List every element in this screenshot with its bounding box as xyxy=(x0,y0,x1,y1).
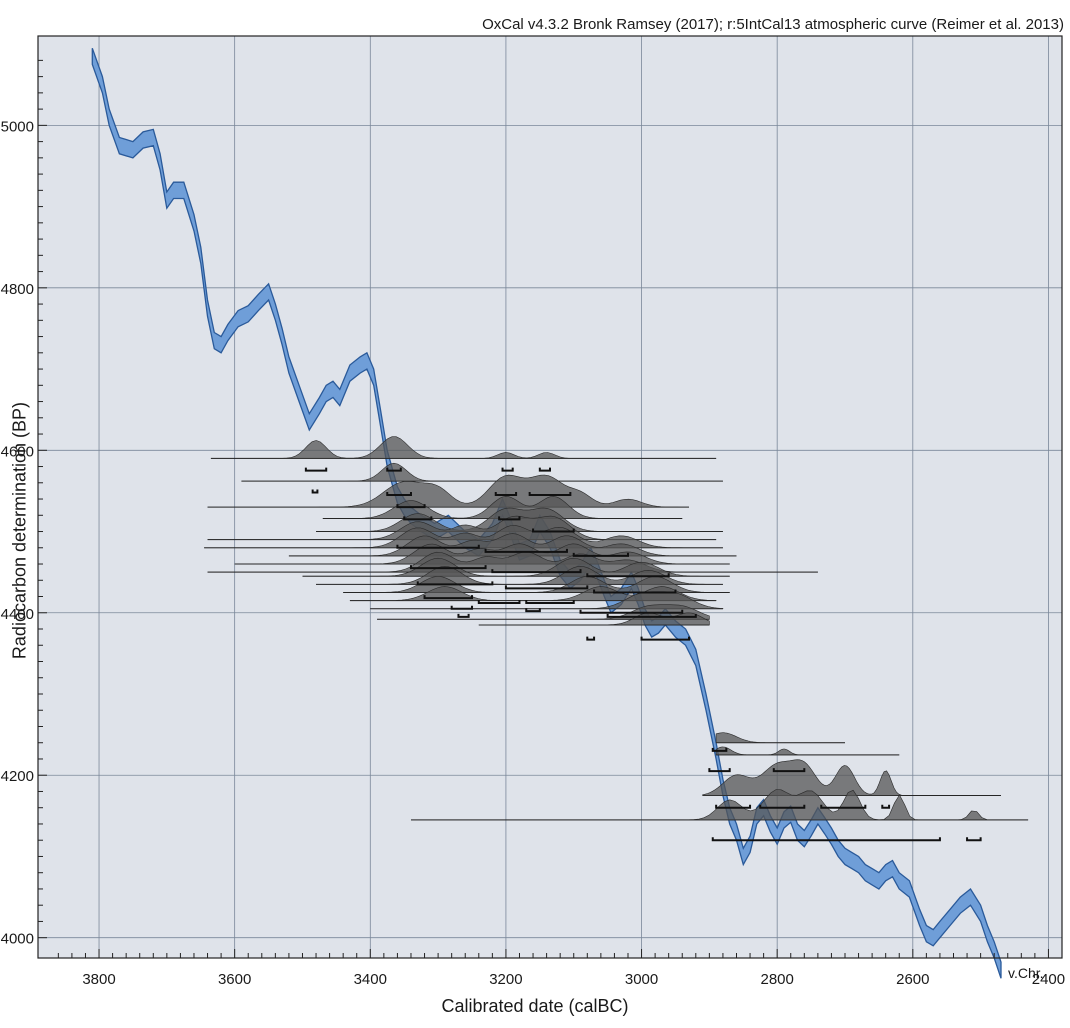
range-bracket xyxy=(491,569,582,574)
range-bracket xyxy=(759,804,806,809)
range-bracket xyxy=(708,768,731,773)
determination xyxy=(410,789,1029,821)
determination-distribution xyxy=(207,551,818,573)
range-bracket xyxy=(538,467,551,472)
range-bracket xyxy=(525,600,575,605)
y-tick-label: 4600 xyxy=(1,443,34,460)
range-bracket xyxy=(593,589,677,594)
probability-ranges xyxy=(304,467,982,842)
y-tick-label: 4400 xyxy=(1,606,34,623)
range-bracket xyxy=(532,528,575,533)
determination-distribution xyxy=(204,525,723,549)
determination xyxy=(715,732,845,744)
range-bracket xyxy=(386,491,412,496)
y-tick-label: 4200 xyxy=(1,768,34,785)
y-axis-label: Radiocarbon determination (BP) xyxy=(9,401,30,660)
determination-distribution xyxy=(411,789,1029,821)
determination-distribution xyxy=(207,474,689,508)
range-bracket xyxy=(711,747,728,752)
range-bracket xyxy=(528,491,572,496)
range-bracket xyxy=(494,491,518,496)
x-tick-label: 3600 xyxy=(218,971,251,988)
determination-distribution xyxy=(377,604,710,620)
y-tick-label: 4000 xyxy=(1,931,34,948)
x-axis-label: Calibrated date (calBC) xyxy=(441,996,629,1016)
determination-distribution xyxy=(715,732,845,743)
grid xyxy=(38,36,1062,958)
range-bracket xyxy=(311,489,319,494)
range-bracket xyxy=(477,600,521,605)
range-bracket xyxy=(881,804,891,809)
determination-distribution xyxy=(715,746,900,756)
determination xyxy=(210,436,717,459)
range-bracket xyxy=(396,504,426,509)
determination-distribution xyxy=(316,565,723,585)
range-bracket xyxy=(450,605,474,610)
range-bracket xyxy=(525,608,541,613)
range-bracket xyxy=(504,585,589,590)
range-bracket xyxy=(966,837,982,842)
determination-distribution xyxy=(349,586,717,601)
range-bracket xyxy=(579,609,684,614)
x-unit-label: v.Chr. xyxy=(1008,965,1044,981)
range-bracket xyxy=(640,636,691,641)
range-bracket xyxy=(820,804,867,809)
range-bracket xyxy=(498,516,521,521)
x-tick-label: 3800 xyxy=(82,971,115,988)
range-bracket xyxy=(409,565,487,570)
range-bracket xyxy=(586,573,670,578)
range-bracket xyxy=(715,804,752,809)
determination-distribution xyxy=(210,436,717,459)
range-bracket xyxy=(423,595,474,600)
range-bracket xyxy=(386,467,402,472)
x-tick-label: 2600 xyxy=(896,971,929,988)
determination-distribution xyxy=(322,496,683,519)
range-bracket xyxy=(606,613,697,618)
range-bracket xyxy=(772,768,806,773)
x-tick-label: 3200 xyxy=(489,971,522,988)
determination-distribution xyxy=(234,543,730,565)
determination-distribution xyxy=(241,462,723,482)
range-bracket xyxy=(711,837,941,842)
range-bracket xyxy=(586,636,596,641)
axes: 4000 4200 4400 4600 4800 5000 3800 3600 3400 3200… xyxy=(1,35,1065,988)
determination xyxy=(241,462,723,482)
x-tick-label: 3000 xyxy=(625,971,658,988)
plot-frame xyxy=(37,35,1063,959)
y-tick-label: 4800 xyxy=(1,281,34,298)
range-bracket xyxy=(304,467,328,472)
oxcal-credit: OxCal v4.3.2 Bronk Ramsey (2017); r:5Int… xyxy=(482,16,1064,33)
y-tick-label: 5000 xyxy=(1,118,34,135)
x-tick-label: 2400 xyxy=(1032,971,1065,988)
range-bracket xyxy=(501,467,514,472)
range-bracket xyxy=(572,552,629,557)
determination xyxy=(715,746,900,756)
x-tick-label: 3400 xyxy=(354,971,387,988)
determination-distribution xyxy=(302,557,730,577)
determination xyxy=(207,474,690,508)
x-tick-label: 2800 xyxy=(760,971,793,988)
determinations xyxy=(204,436,1029,821)
determination-distribution xyxy=(702,759,1001,796)
range-bracket xyxy=(403,516,433,521)
range-bracket xyxy=(484,548,568,553)
range-bracket xyxy=(396,544,480,549)
range-bracket xyxy=(416,581,494,586)
range-bracket xyxy=(457,613,470,618)
